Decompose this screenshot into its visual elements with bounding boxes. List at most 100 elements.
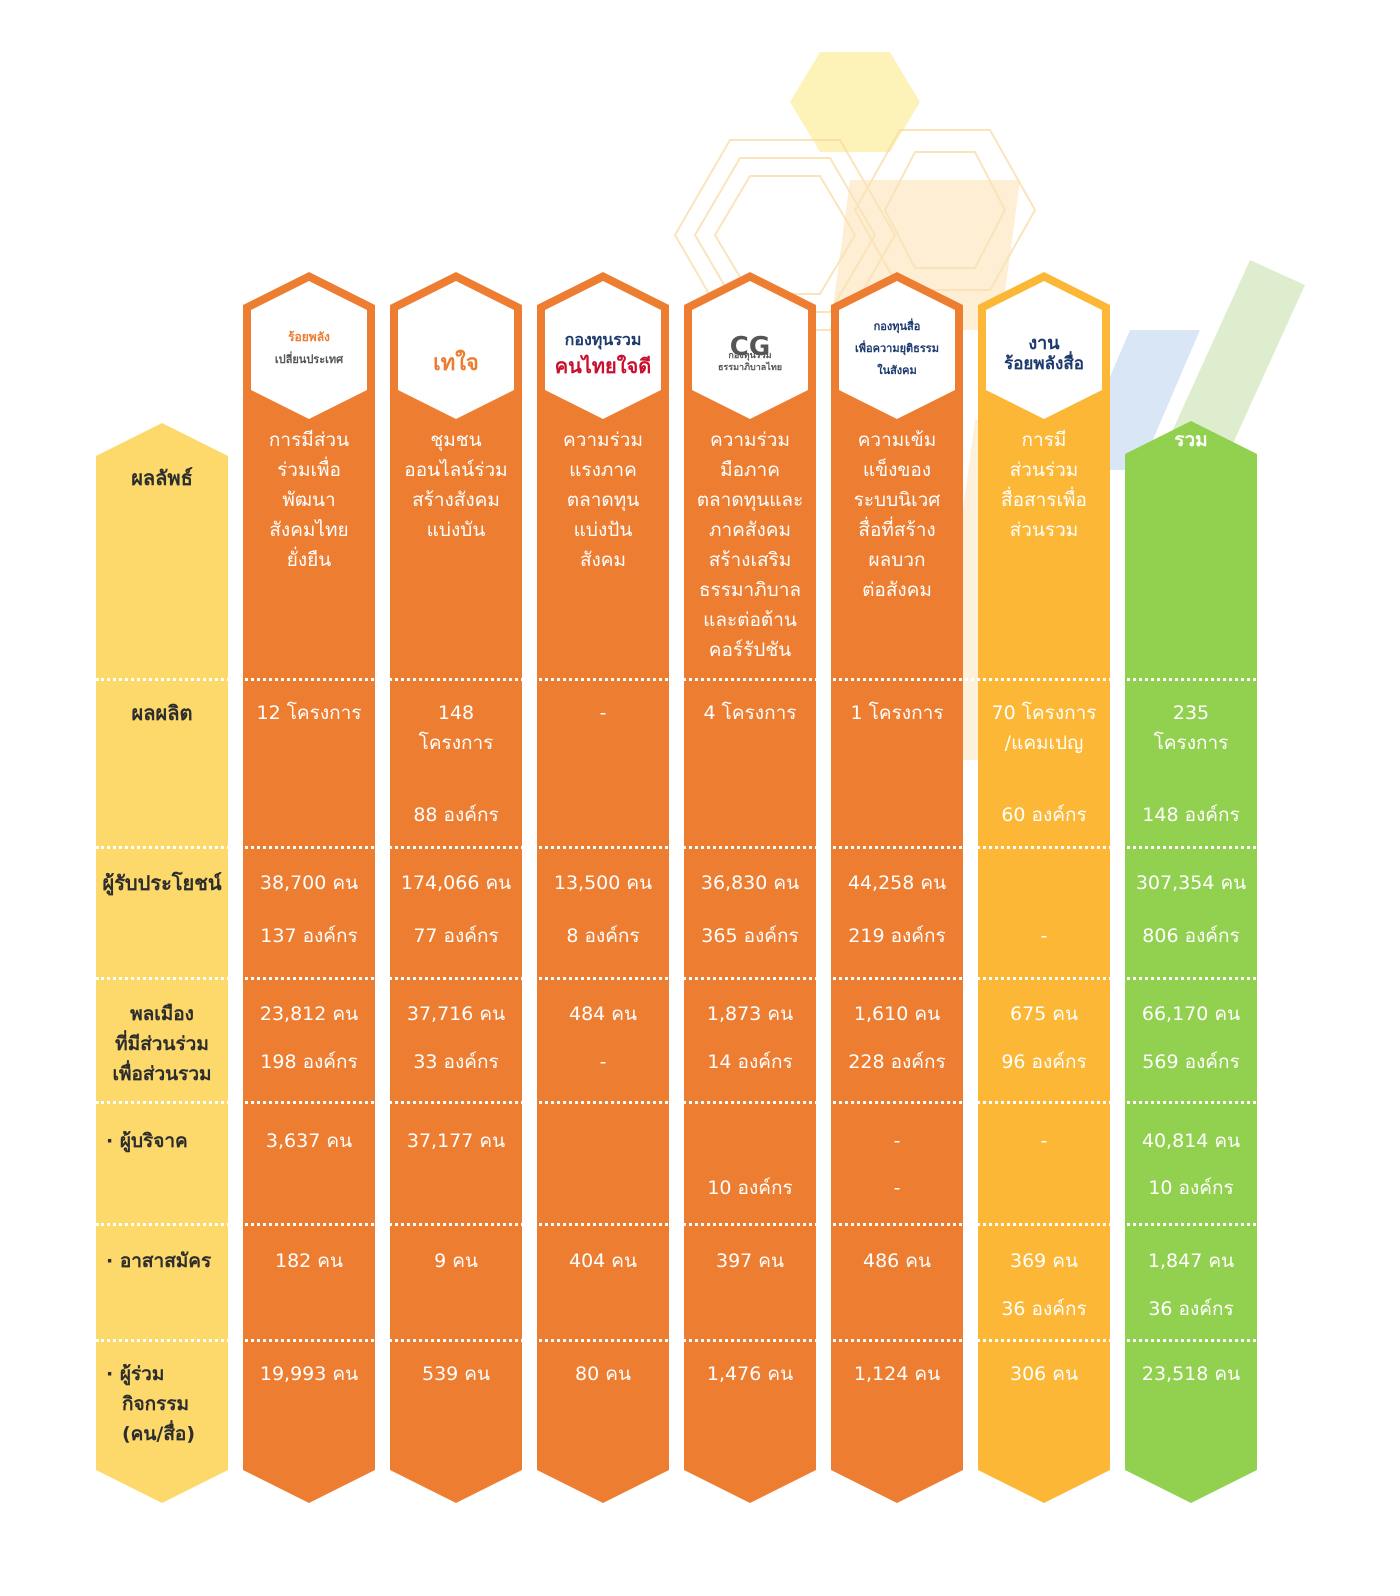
citizens-people: 675 คน (1009, 1003, 1078, 1025)
column-shape (537, 272, 669, 1503)
label-column-shape (96, 423, 228, 1503)
volunteers-orgs: 36 องค์กร (1001, 1298, 1087, 1320)
logo-hexagon (251, 281, 367, 419)
column-body (684, 272, 816, 1503)
citizens-orgs: 14 องค์กร (707, 1051, 793, 1073)
volunteers-people: 369 คน (1009, 1250, 1078, 1272)
volunteers-people: 182 คน (274, 1250, 343, 1272)
beneficiaries-people: 38,700 คน (259, 872, 359, 894)
citizens-orgs: 96 องค์กร (1001, 1051, 1087, 1073)
citizens-orgs: 198 องค์กร (260, 1051, 358, 1073)
beneficiaries-people: 307,354 คน (1135, 872, 1247, 894)
outcome-line: สังคม (579, 549, 627, 571)
participants: 1,124 คน (853, 1363, 941, 1385)
output-projects: 1 โครงการ (850, 702, 944, 724)
beneficiaries-orgs: 137 องค์กร (260, 925, 358, 947)
label-beneficiaries: ผู้รับประโยชน์ (102, 871, 222, 895)
outcome-line: ความร่วม (563, 429, 643, 451)
volunteers-orgs: 36 องค์กร (1148, 1298, 1234, 1320)
participants: 1,476 คน (706, 1363, 794, 1385)
outcome-line: ร่วมเพื่อ (277, 459, 341, 481)
label-participants-2: กิจกรรม (122, 1393, 190, 1415)
outcome-line: พัฒนา (282, 489, 336, 511)
output-projects: - (599, 702, 607, 724)
outcome-line: การมีส่วน (268, 429, 350, 451)
logo-text: เพื่อความยุติธรรม (855, 342, 939, 355)
column-body (1125, 421, 1257, 1503)
logo-text: เปลี่ยนประเทศ (274, 353, 344, 366)
beneficiaries-orgs: 365 องค์กร (701, 925, 799, 947)
beneficiaries-orgs: 219 องค์กร (848, 925, 946, 947)
volunteers-people: 397 คน (715, 1250, 784, 1272)
logo-hexagon (545, 281, 661, 419)
output-projects: /แคมเปญ (1004, 732, 1084, 754)
column-body (243, 272, 375, 1503)
outcome-line: ยั่งยืน (286, 549, 332, 571)
column-body (831, 272, 963, 1503)
volunteers-people: 486 คน (862, 1250, 931, 1272)
beneficiaries-orgs: 77 องค์กร (413, 925, 499, 947)
outcome-line: ตลาดทุนและ (696, 489, 804, 511)
logo-hexagon (839, 281, 955, 419)
logo-hexagon (398, 281, 514, 419)
beneficiaries-orgs: 806 องค์กร (1142, 925, 1240, 947)
logo-text: งาน (1028, 333, 1060, 354)
column-body (537, 272, 669, 1503)
outcome-line: ธรรมาภิบาล (698, 579, 802, 601)
outcome-line: คอร์รัปชัน (708, 639, 792, 661)
logo-text: CG (729, 332, 771, 362)
column-shape (390, 272, 522, 1503)
label-donors: · ผู้บริจาค (106, 1130, 188, 1152)
outcome-line: ออนไลน์ร่วม (404, 459, 508, 481)
label-volunteers: · อาสาสมัคร (106, 1250, 212, 1272)
logo-hexagon (986, 281, 1102, 419)
outcome-line: ส่วนรวม (1009, 519, 1079, 541)
citizens-people: 484 คน (568, 1003, 637, 1025)
column-body (978, 272, 1110, 1503)
beneficiaries-orgs: 8 องค์กร (566, 925, 640, 947)
outcome-line: ความร่วม (710, 429, 790, 451)
row-separator (96, 1339, 1256, 1342)
logo-text: กองทุนสื่อ (873, 320, 921, 333)
output-orgs: 60 องค์กร (1001, 804, 1087, 826)
label-output: ผลผลิต (131, 701, 193, 725)
output-projects: 12 โครงการ (256, 702, 362, 724)
logo-text: เทใจ (433, 351, 479, 376)
label-citizens-1: พลเมือง (130, 1003, 194, 1025)
donors-people: - (1040, 1130, 1048, 1152)
logo-text: ร้อยพลังสื่อ (1004, 354, 1084, 374)
output-orgs: 148 องค์กร (1142, 804, 1240, 826)
outcome-line: สื่อสารเพื่อ (1001, 489, 1087, 511)
outcome-line: แบ่งบัน (426, 519, 486, 541)
row-separator (96, 1101, 1256, 1104)
column-shape (243, 272, 375, 1503)
outcome-line: ภาคสังคม (708, 519, 791, 541)
participants: 23,518 คน (1141, 1363, 1241, 1385)
outcome-line: แรงภาค (569, 459, 637, 481)
donors-orgs: 10 องค์กร (1148, 1177, 1234, 1199)
label-volunteers-text: อาสาสมัคร (119, 1250, 212, 1272)
output-projects: 235 (1172, 702, 1210, 724)
citizens-people: 1,873 คน (706, 1003, 794, 1025)
citizens-people: 66,170 คน (1141, 1003, 1241, 1025)
outcome-line: ระบบนิเวศ (853, 489, 941, 511)
participants: 19,993 คน (259, 1363, 359, 1385)
output-projects: โครงการ (418, 732, 494, 754)
output-projects: โครงการ (1153, 732, 1229, 754)
beneficiaries-people: 36,830 คน (700, 872, 800, 894)
row-separator (96, 1223, 1256, 1226)
citizens-orgs: 33 องค์กร (413, 1051, 499, 1073)
output-projects: 4 โครงการ (703, 702, 797, 724)
column-shape (831, 272, 963, 1503)
volunteers-people: 9 คน (434, 1250, 478, 1272)
donors-people: 37,177 คน (406, 1130, 506, 1152)
column-shape (978, 272, 1110, 1503)
row-separator (96, 977, 1256, 980)
outcome-line: มือภาค (720, 459, 780, 481)
logo-text: ธรรมาภิบาลไทย (717, 363, 783, 373)
label-citizens-2: ที่มีส่วนร่วม (115, 1033, 209, 1055)
output-projects: 70 โครงการ (991, 702, 1097, 724)
outcome-line: แบ่งปัน (573, 519, 633, 541)
row-separator (96, 678, 1256, 681)
outcome-line: ตลาดทุน (566, 489, 640, 511)
